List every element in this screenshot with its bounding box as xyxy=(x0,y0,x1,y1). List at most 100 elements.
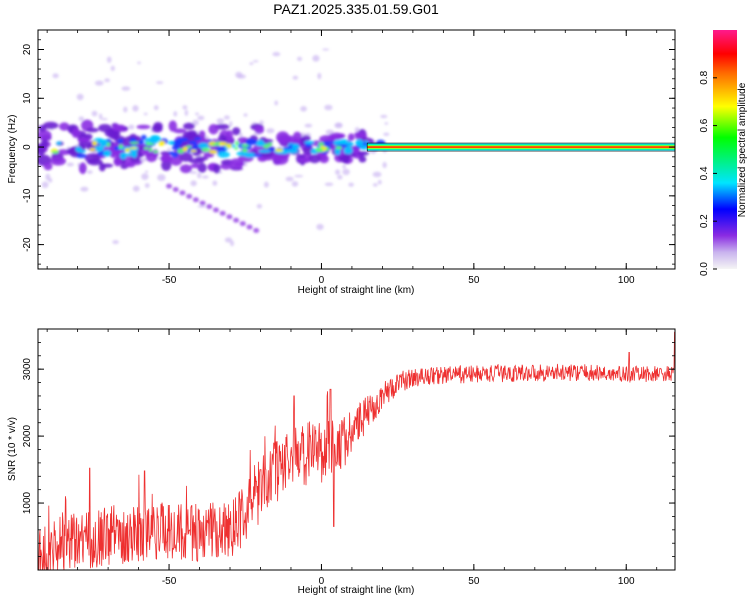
spectrogram-highlight xyxy=(315,147,324,153)
spectrogram-core xyxy=(76,153,87,159)
spectrogram-core xyxy=(140,134,147,140)
spectrogram-faint-point xyxy=(224,237,233,243)
spectrogram-faint-point xyxy=(377,179,382,185)
y-tick-label: -10 xyxy=(22,188,33,203)
spectrogram-highlight xyxy=(153,150,159,154)
spectrogram-cloud xyxy=(213,163,221,174)
spectrogram-faint-point xyxy=(121,86,131,91)
spectrogram-faint-point xyxy=(104,78,110,83)
spectrogram-faint-point xyxy=(192,119,199,126)
spectrogram-core xyxy=(171,146,181,150)
spectrogram-cloud xyxy=(357,151,370,156)
spectrogram-highlight xyxy=(92,140,98,146)
colorbar-ticks: 0.0 0.2 0.4 0.6 0.8 xyxy=(699,70,717,276)
spectrogram-cloud xyxy=(168,120,178,132)
spectrogram-faint-point xyxy=(128,124,135,130)
spectrogram-faint-point xyxy=(157,174,166,182)
spectrogram-cloud xyxy=(86,127,99,133)
spectrogram-faint-point xyxy=(325,129,334,135)
spectrogram-faint-point xyxy=(239,132,243,138)
spectrogram-faint-point xyxy=(94,80,104,86)
spectrogram-cloud xyxy=(337,155,350,160)
spectrogram-highlight xyxy=(226,143,232,149)
spectrogram-core xyxy=(99,139,109,147)
spectrogram-cloud xyxy=(302,145,314,155)
spectrogram-core xyxy=(194,137,202,141)
spectrogram-core xyxy=(217,151,230,158)
x-tick-label: 0 xyxy=(319,576,325,587)
spectrogram-faint-point xyxy=(243,113,248,117)
colorbar-tick-label: 0.0 xyxy=(699,262,710,276)
spectrogram-faint-point xyxy=(223,115,230,120)
spectrogram-faint-point xyxy=(78,116,85,122)
spectrogram-cloud xyxy=(42,121,59,130)
spectrogram-faint-point xyxy=(354,127,360,133)
spectrogram-faint-point xyxy=(143,112,148,116)
spectrogram-highlight xyxy=(235,141,239,146)
spectrogram-core xyxy=(256,139,265,147)
spectrogram-highlight xyxy=(143,146,149,150)
spectrogram-highlight xyxy=(89,147,96,151)
spectrogram-blobs xyxy=(38,48,390,247)
spectrogram-core xyxy=(151,135,162,144)
spectrogram-highlight xyxy=(318,142,325,146)
spectrogram-faint-point xyxy=(335,169,341,175)
spectrogram-highlight xyxy=(106,141,111,147)
spectrogram-core xyxy=(287,148,299,154)
colorbar-gradient xyxy=(713,30,737,269)
spectrogram-cloud xyxy=(59,122,70,131)
spectrogram-cloud xyxy=(173,128,187,134)
spectrogram-faint-point xyxy=(91,110,98,117)
colorbar-tick-label: 0.4 xyxy=(699,166,710,180)
spectrogram-cloud xyxy=(101,163,114,168)
spectrogram-core xyxy=(94,145,105,152)
spectrogram-cloud xyxy=(179,152,193,162)
spectrogram-faint-point xyxy=(348,182,354,187)
x-tick-label: 100 xyxy=(618,275,635,286)
spectrogram-faint-point xyxy=(235,71,243,79)
spectrogram-cloud xyxy=(112,129,119,141)
spectrogram-faint-point xyxy=(195,112,199,116)
spectrogram-faint-point xyxy=(291,181,299,187)
spectrogram-cloud xyxy=(226,130,233,143)
spectrogram-highlight xyxy=(129,146,138,150)
spectrogram-faint-point xyxy=(212,180,218,186)
spectrogram-trail xyxy=(192,197,199,203)
spectrogram-core xyxy=(304,140,315,145)
spectrogram-highlight xyxy=(218,141,227,146)
spectrogram-highlight xyxy=(129,141,139,145)
spectrogram-faint-point xyxy=(216,118,225,124)
y-tick-label: 10 xyxy=(22,92,33,104)
spectrogram-highlight xyxy=(158,141,165,146)
spectrogram-highlight xyxy=(234,146,239,150)
spectrogram-core xyxy=(343,146,353,155)
spectrogram-trail xyxy=(219,210,226,216)
spectrogram-cloud xyxy=(152,148,159,158)
spectrogram-faint-point xyxy=(274,100,278,106)
spectrogram-highlight xyxy=(208,150,218,154)
spectrogram-faint-point xyxy=(66,162,74,167)
y-tick-label: -20 xyxy=(22,237,33,252)
spectrogram-faint-point xyxy=(272,52,281,57)
spectrogram-highlight xyxy=(211,143,218,146)
spectrogram-faint-point xyxy=(86,170,93,174)
spectrogram-faint-point xyxy=(145,170,149,173)
spectrogram-faint-point xyxy=(197,172,202,179)
spectrogram-faint-point xyxy=(141,173,149,180)
snr-panel: -50 0 50 100 1000 2000 3000 Height of straight… xyxy=(7,328,676,596)
colorbar: 0.0 0.2 0.4 0.6 0.8 Normalized spectral ampl… xyxy=(699,30,748,276)
spectrogram-core xyxy=(176,137,189,142)
snr-x-label: Height of straight line (km) xyxy=(298,585,415,596)
spectrogram-x-label: Height of straight line (km) xyxy=(298,285,415,296)
spectrogram-faint-point xyxy=(252,60,259,63)
spectrogram-cloud xyxy=(188,158,205,164)
spectrogram-highlight xyxy=(124,148,131,152)
spectrogram-core xyxy=(76,149,87,153)
spectrogram-highlight xyxy=(335,145,342,150)
spectrogram-cloud xyxy=(308,154,321,164)
spectrogram-faint-point xyxy=(300,106,307,112)
spectrogram-faint-point xyxy=(384,122,389,125)
spectrogram-faint-point xyxy=(380,114,388,119)
snr-ticks: -50 0 50 100 1000 2000 3000 xyxy=(22,328,675,587)
